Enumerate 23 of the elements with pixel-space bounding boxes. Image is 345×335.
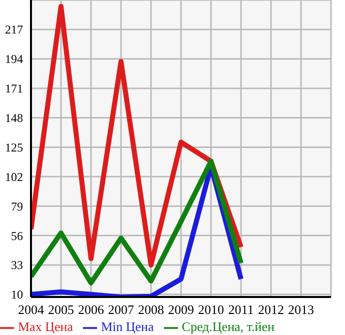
y-tick-label: 217 — [5, 22, 23, 37]
x-tick-label: 2006 — [78, 302, 104, 318]
y-tick-label: 125 — [5, 140, 23, 154]
y-tick-label: 10 — [11, 288, 23, 302]
y-tick-label: 79 — [11, 199, 23, 214]
x-tick-label: 2009 — [168, 302, 194, 318]
legend-label: Min Цена — [100, 318, 154, 334]
legend-label: Сред.Цена, т.йен — [182, 318, 274, 334]
x-tick-label: 2010 — [198, 302, 224, 318]
x-tick-label: 2013 — [288, 302, 314, 318]
y-tick-label: 148 — [5, 111, 23, 126]
y-tick-label: 194 — [5, 52, 23, 66]
x-tick-label: 2011 — [228, 302, 254, 318]
y-tick-label: 171 — [5, 82, 23, 96]
x-tick-label: 2007 — [108, 302, 134, 318]
x-tick-label: 2004 — [18, 302, 44, 318]
legend-label: Max Цена — [18, 318, 73, 334]
x-tick-label: 2012 — [258, 302, 284, 318]
y-tick-label: 33 — [11, 258, 23, 272]
x-tick-label: 2005 — [48, 302, 74, 318]
x-tick-label: 2008 — [138, 302, 164, 318]
y-tick-label: 102 — [5, 170, 23, 184]
y-tick-label: 56 — [11, 228, 23, 243]
